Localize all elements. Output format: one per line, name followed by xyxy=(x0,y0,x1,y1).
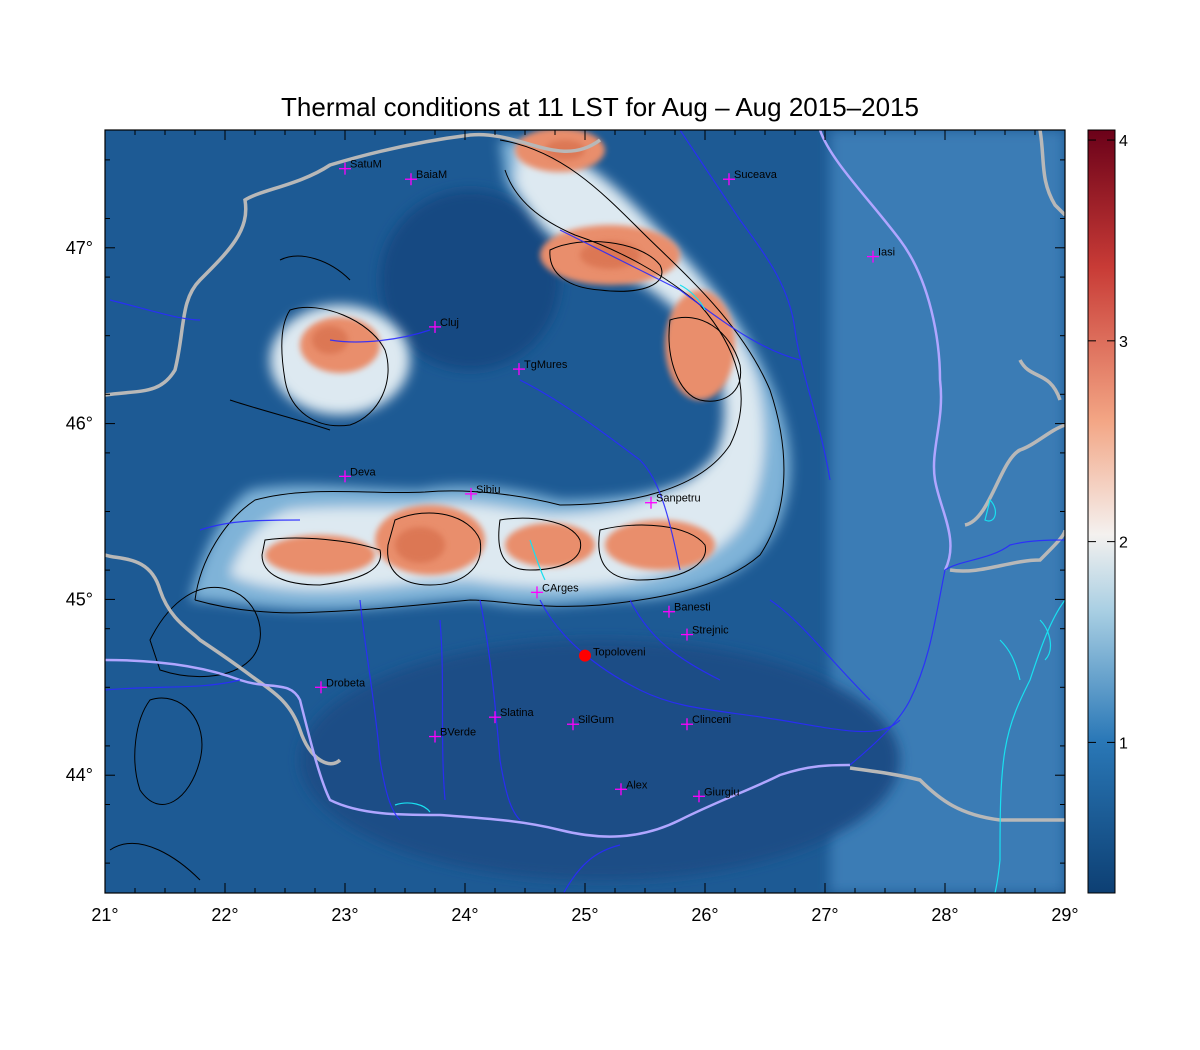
y-tick-label: 46° xyxy=(66,414,93,434)
city-label: Sibiu xyxy=(476,484,500,496)
city-marker: SilGum xyxy=(567,714,614,731)
y-tick-label: 44° xyxy=(66,765,93,785)
x-tick-label: 28° xyxy=(931,905,958,925)
rivers xyxy=(105,130,1065,893)
city-marker: Sibiu xyxy=(465,484,500,500)
colorbar-ticks: 1 2 3 4 xyxy=(1088,133,1128,752)
city-marker: TgMures xyxy=(513,359,568,376)
city-marker: BVerde xyxy=(429,727,476,743)
romania-border xyxy=(105,130,952,838)
city-label: Giurgiu xyxy=(704,786,739,798)
city-marker: BaiaM xyxy=(405,169,447,186)
country-borders xyxy=(105,130,1065,822)
x-tick-label: 21° xyxy=(91,905,118,925)
x-tick-label: 24° xyxy=(451,905,478,925)
y-tick-label: 47° xyxy=(66,238,93,258)
x-tick-labels: 21° 22° 23° 24° 25° 26° 27° 28° 29° xyxy=(91,905,1078,925)
city-label: SilGum xyxy=(578,714,614,726)
city-marker: Suceava xyxy=(723,169,778,186)
x-tick-label: 26° xyxy=(691,905,718,925)
city-label: TgMures xyxy=(524,359,568,371)
map-title: Thermal conditions at 11 LST for Aug – A… xyxy=(281,92,919,122)
city-marker: Banesti xyxy=(663,602,711,618)
city-label: Strejnic xyxy=(692,625,729,637)
city-label: Cluj xyxy=(440,317,459,329)
city-marker: Sanpetru xyxy=(645,493,701,509)
city-label: Iasi xyxy=(878,247,895,259)
city-marker: Deva xyxy=(339,466,377,483)
colorbar: 1 2 3 4 xyxy=(1087,129,1128,894)
city-marker: Alex xyxy=(615,779,648,796)
colorbar-tick-label: 3 xyxy=(1119,334,1128,351)
colorbar-tick-label: 1 xyxy=(1119,735,1128,752)
city-label: Drobeta xyxy=(326,677,366,689)
x-tick-label: 22° xyxy=(211,905,238,925)
city-marker: Iasi xyxy=(867,247,895,263)
elevation-contours xyxy=(109,139,785,881)
city-label: Sanpetru xyxy=(656,493,701,505)
x-tick-label: 27° xyxy=(811,905,838,925)
city-marker: Clinceni xyxy=(681,714,731,731)
city-marker: SatuM xyxy=(339,159,382,175)
city-label: SatuM xyxy=(350,159,382,171)
x-tick-label: 25° xyxy=(571,905,598,925)
city-label: Suceava xyxy=(734,169,778,181)
city-marker: CArges xyxy=(531,582,579,599)
city-label: Slatina xyxy=(500,707,535,719)
city-label: Clinceni xyxy=(692,714,731,726)
city-label: BVerde xyxy=(440,727,476,739)
city-label: BaiaM xyxy=(416,169,447,181)
y-tick-labels: 44° 45° 46° 47° xyxy=(66,238,93,785)
city-marker: Strejnic xyxy=(681,625,729,641)
city-markers: SatuM BaiaM Suceava Iasi Cluj TgMures Deva Sibi… xyxy=(315,159,895,803)
station-label: Topoloveni xyxy=(593,647,646,659)
city-label: CArges xyxy=(542,582,579,594)
city-marker: Drobeta xyxy=(315,677,366,694)
city-marker: Cluj xyxy=(429,317,459,333)
axis-ticks xyxy=(104,130,1066,893)
city-marker: Slatina xyxy=(489,707,535,724)
coast-and-lakes xyxy=(394,284,1065,893)
colorbar-tick-label: 2 xyxy=(1119,535,1128,552)
x-tick-label: 29° xyxy=(1051,905,1078,925)
x-tick-label: 23° xyxy=(331,905,358,925)
y-tick-label: 45° xyxy=(66,589,93,609)
highlight-station: Topoloveni xyxy=(579,647,646,662)
thermal-field xyxy=(105,130,1065,893)
colorbar-tick-label: 4 xyxy=(1119,133,1128,150)
city-label: Alex xyxy=(626,779,648,791)
city-label: Deva xyxy=(350,466,377,478)
city-label: Banesti xyxy=(674,602,711,614)
city-marker: Giurgiu xyxy=(693,786,739,803)
station-dot xyxy=(579,649,591,662)
colorbar-gradient xyxy=(1087,129,1116,894)
